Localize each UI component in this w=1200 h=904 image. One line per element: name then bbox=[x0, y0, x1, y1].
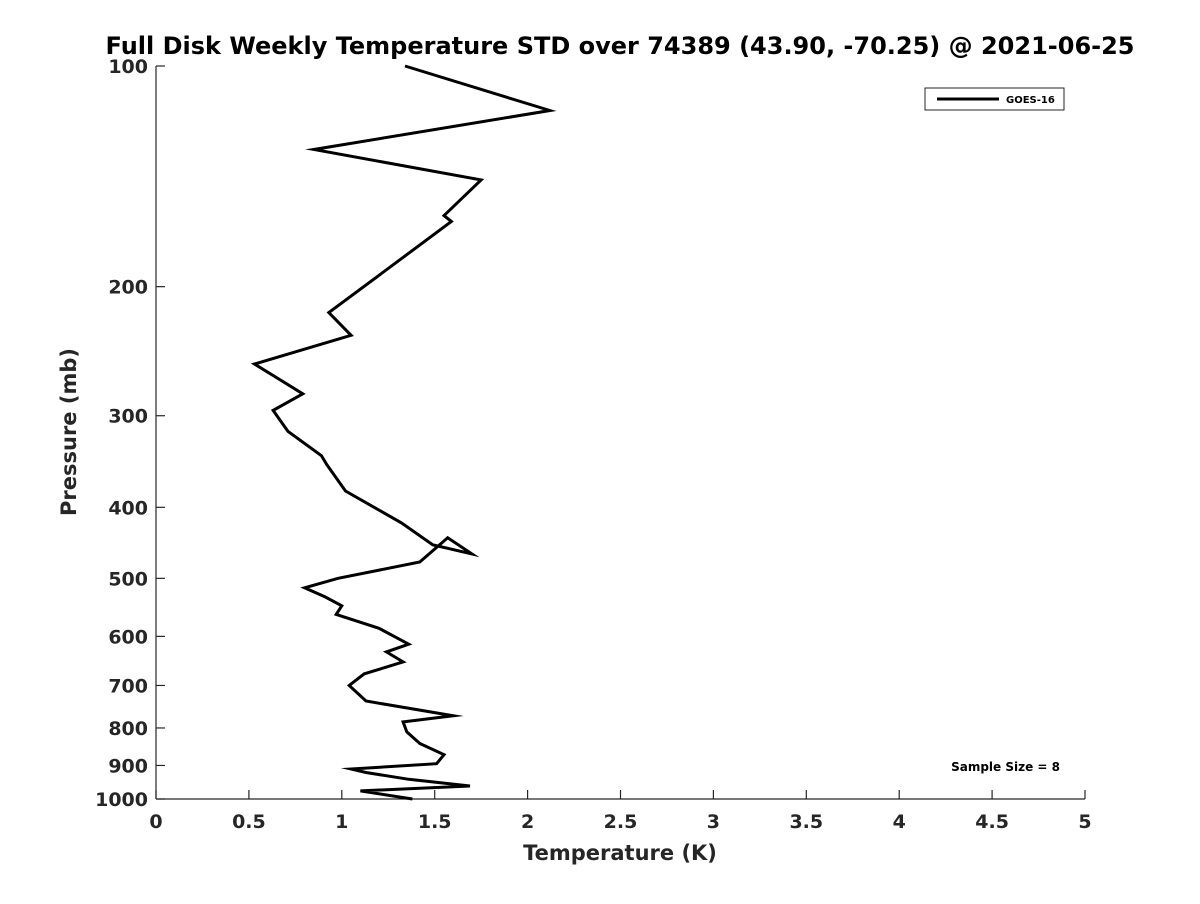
x-tick-label: 4 bbox=[893, 811, 906, 833]
x-tick-label: 1.5 bbox=[418, 811, 452, 833]
x-axis-label: Temperature (K) bbox=[523, 841, 717, 865]
x-axis-ticks: 0 0.5 1 1.5 2 2.5 3 3.5 4 4.5 5 bbox=[149, 790, 1092, 833]
x-tick-label: 2 bbox=[521, 811, 534, 833]
y-tick-label: 1000 bbox=[95, 789, 148, 811]
legend-label-goes-16: GOES-16 bbox=[1006, 95, 1055, 106]
y-axis-label: Pressure (mb) bbox=[57, 348, 81, 516]
y-tick-label: 800 bbox=[108, 718, 148, 740]
y-tick-label: 200 bbox=[108, 277, 148, 299]
chart-title: Full Disk Weekly Temperature STD over 74… bbox=[106, 32, 1135, 60]
y-tick-label: 600 bbox=[108, 626, 148, 648]
y-tick-label: 400 bbox=[108, 497, 148, 519]
y-tick-label: 900 bbox=[108, 755, 148, 777]
x-tick-label: 1 bbox=[335, 811, 348, 833]
x-tick-label: 2.5 bbox=[604, 811, 638, 833]
x-tick-label: 4.5 bbox=[975, 811, 1009, 833]
x-tick-label: 3.5 bbox=[789, 811, 823, 833]
y-tick-label: 500 bbox=[108, 568, 148, 590]
sample-size-annotation: Sample Size = 8 bbox=[951, 760, 1060, 774]
y-tick-label: 700 bbox=[108, 675, 148, 697]
y-axis-ticks: 100 200 300 400 500 600 700 800 900 1000 bbox=[95, 56, 165, 811]
legend: GOES-16 bbox=[924, 87, 1065, 111]
x-tick-label: 0 bbox=[149, 811, 162, 833]
series-group bbox=[250, 64, 557, 801]
x-tick-label: 3 bbox=[707, 811, 720, 833]
y-tick-label: 300 bbox=[108, 406, 148, 428]
y-tick-label: 100 bbox=[108, 56, 148, 78]
series-line-goes-16 bbox=[250, 64, 557, 801]
x-tick-label: 5 bbox=[1078, 811, 1091, 833]
x-tick-label: 0.5 bbox=[232, 811, 266, 833]
